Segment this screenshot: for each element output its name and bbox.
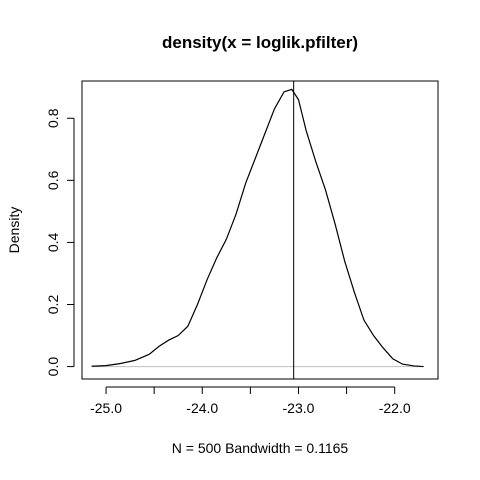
y-axis: 0.0 0.2 0.4 0.6 0.8 (45, 108, 74, 376)
plot-area (92, 81, 424, 379)
y-tick-label: 0.2 (45, 295, 61, 315)
x-axis: -25.0 -24.0 -23.0 -22.0 (90, 387, 411, 416)
x-axis-label: N = 500 Bandwidth = 0.1165 (172, 440, 349, 456)
y-tick-label: 0.6 (45, 170, 61, 190)
y-tick-label: 0.8 (45, 108, 61, 128)
chart-title: density(x = loglik.pfilter) (162, 33, 358, 52)
x-tick-label: -22.0 (379, 400, 411, 416)
x-tick-label: -24.0 (186, 400, 218, 416)
y-axis-label: Density (6, 207, 22, 254)
plot-frame (82, 81, 438, 379)
x-tick-label: -25.0 (90, 400, 122, 416)
x-tick-label: -23.0 (283, 400, 315, 416)
y-tick-label: 0.0 (45, 357, 61, 377)
plot-box (82, 81, 438, 379)
y-tick-label: 0.4 (45, 232, 61, 252)
density-curve (92, 89, 424, 366)
